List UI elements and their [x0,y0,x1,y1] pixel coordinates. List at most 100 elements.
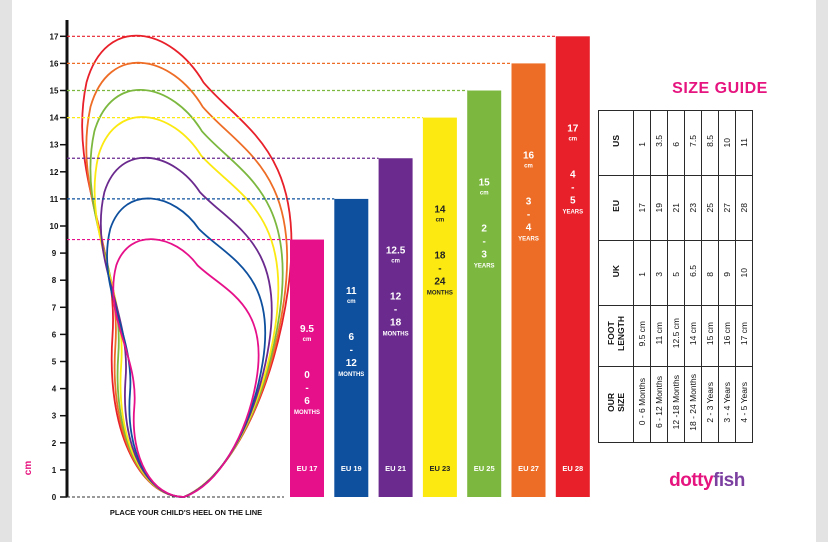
size-guide-page: 0 1 2 3 4 5 6 7 8 9 10 11 12 13 14 15 16 17 cm PLACE YOUR C… [12,0,816,542]
bar-age-part: 4 [526,222,532,233]
bar-age-unit: YEARS [518,236,539,242]
size-table-cell-text: 1 [637,272,647,277]
size-table-cell-text: 6.5 [688,265,698,277]
bar-cm-label: 15 [479,178,491,189]
bar-age-part: - [483,237,486,248]
size-table-cell-text: 5 [671,272,681,277]
size-table-row: EU 17 19 21 23 25 27 28 [598,175,753,241]
bar-age-part: - [438,264,441,275]
y-tick-label: 3 [52,412,57,421]
size-table-cell-text: 8.5 [705,135,715,147]
bar-cm-label: 11 [346,286,357,297]
y-tick-label: 2 [52,439,57,448]
size-bar [290,239,324,498]
bar-eu-label: EU 19 [341,464,362,473]
size-table-header-text: OUR SIZE [606,392,626,412]
size-table-cell-text: 15 cm [705,321,715,346]
size-table-cell-text: 9.5 cm [637,320,647,347]
size-table-cell: 7.5 [684,110,702,176]
y-tick-label: 15 [50,87,59,96]
y-tick-label: 12 [50,168,59,177]
size-table-header-cell: EU [598,175,634,241]
size-table-cell: 8.5 [701,110,719,176]
y-tick-label: 16 [50,59,59,68]
bar-eu-label: EU 27 [518,464,539,473]
size-table-cell: 1 [633,240,651,306]
size-table-header-text: US [611,135,621,147]
size-table-cell-text: 21 [671,202,681,212]
bar-cm-unit: cm [524,163,533,169]
size-table-cell-text: 8 [705,272,715,277]
size-table-cell: 3 [650,240,668,306]
bar-age-part: 0 [304,370,310,381]
bar-cm-unit: cm [391,258,400,264]
bar-age-unit: YEARS [562,209,583,215]
size-table-cell: 12 -18 Months [667,366,685,443]
y-tick-label: 13 [50,141,59,150]
size-bar [555,36,590,498]
bar-age-part: 6 [349,332,355,343]
footprint-outline [85,61,289,498]
footprint-outline [106,197,267,498]
size-table-cell: 11 [735,110,753,176]
size-table-cell-text: 3 - 4 Years [722,381,732,423]
bar-age-part: 18 [390,317,402,328]
size-table-cell: 9.5 cm [633,305,651,367]
size-table-row: US 1 3.5 6 7.5 8.5 10 11 [598,110,753,176]
size-table-cell: 2 - 3 Years [701,366,719,443]
bar-age-part: 18 [434,251,446,262]
size-table-cell: 5 [667,240,685,306]
size-table-header-text: UK [611,264,621,277]
size-table-cell: 0 - 6 Months [633,366,651,443]
y-tick-label: 9 [52,249,57,258]
bar-age-part: 4 [570,169,576,180]
size-bar [378,158,413,497]
size-table-cell: 3.5 [650,110,668,176]
bar-age-part: - [305,383,308,394]
size-table-cell-text: 11 cm [654,322,664,345]
size-table-cell-text: 25 [705,202,715,212]
bar-cm-label: 17 [567,123,579,134]
size-table-cell-text: 0 - 6 Months [637,378,647,426]
size-table-cell-text: 27 [722,202,732,212]
size-bar [422,117,457,497]
y-tick-label: 5 [52,358,57,367]
y-tick-label: 11 [50,195,59,204]
size-table-cell-text: 4 - 5 Years [739,381,749,423]
size-table-cell-text: 3.5 [654,135,664,147]
size-table-cell: 14 cm [684,305,702,367]
size-table-cell: 17 [633,175,651,241]
size-table-cell-text: 9 [722,272,732,277]
size-table-cell-text: 19 [654,202,664,212]
footprint-outline [93,116,280,498]
size-table-cell: 4 - 5 Years [735,366,753,443]
size-table-cell-text: 1 [637,142,647,147]
size-table-cell: 6 [667,110,685,176]
size-table-cell: 17 cm [735,305,753,367]
bar-cm-unit: cm [568,136,577,142]
size-table-cell: 21 [667,175,685,241]
size-table-cell: 27 [718,175,736,241]
size-table-cell: 10 [718,110,736,176]
size-table-cell: 15 cm [701,305,719,367]
size-table-header-cell: FOOT LENGTH [598,305,634,367]
y-tick-label: 7 [52,303,57,312]
size-table-cell-text: 10 [722,137,732,147]
bar-age-unit: MONTHS [294,410,320,416]
bar-cm-label: 14 [434,205,446,216]
y-tick-label: 10 [50,222,59,231]
bar-eu-label: EU 21 [385,464,406,473]
size-table-cell: 9 [718,240,736,306]
size-table-cell-text: 12.5 cm [671,318,681,349]
y-tick-label: 4 [52,385,57,394]
bar-age-part: 12 [346,358,358,369]
bar-age-unit: YEARS [474,264,495,270]
size-table-cell: 23 [684,175,702,241]
bar-age-part: 24 [434,277,446,288]
bar-cm-unit: cm [436,218,445,224]
size-table-header-cell: UK [598,240,634,306]
size-bar [334,198,369,497]
size-table-cell-text: 3 [654,272,664,277]
size-table-cell-text: 16 cm [722,321,732,346]
